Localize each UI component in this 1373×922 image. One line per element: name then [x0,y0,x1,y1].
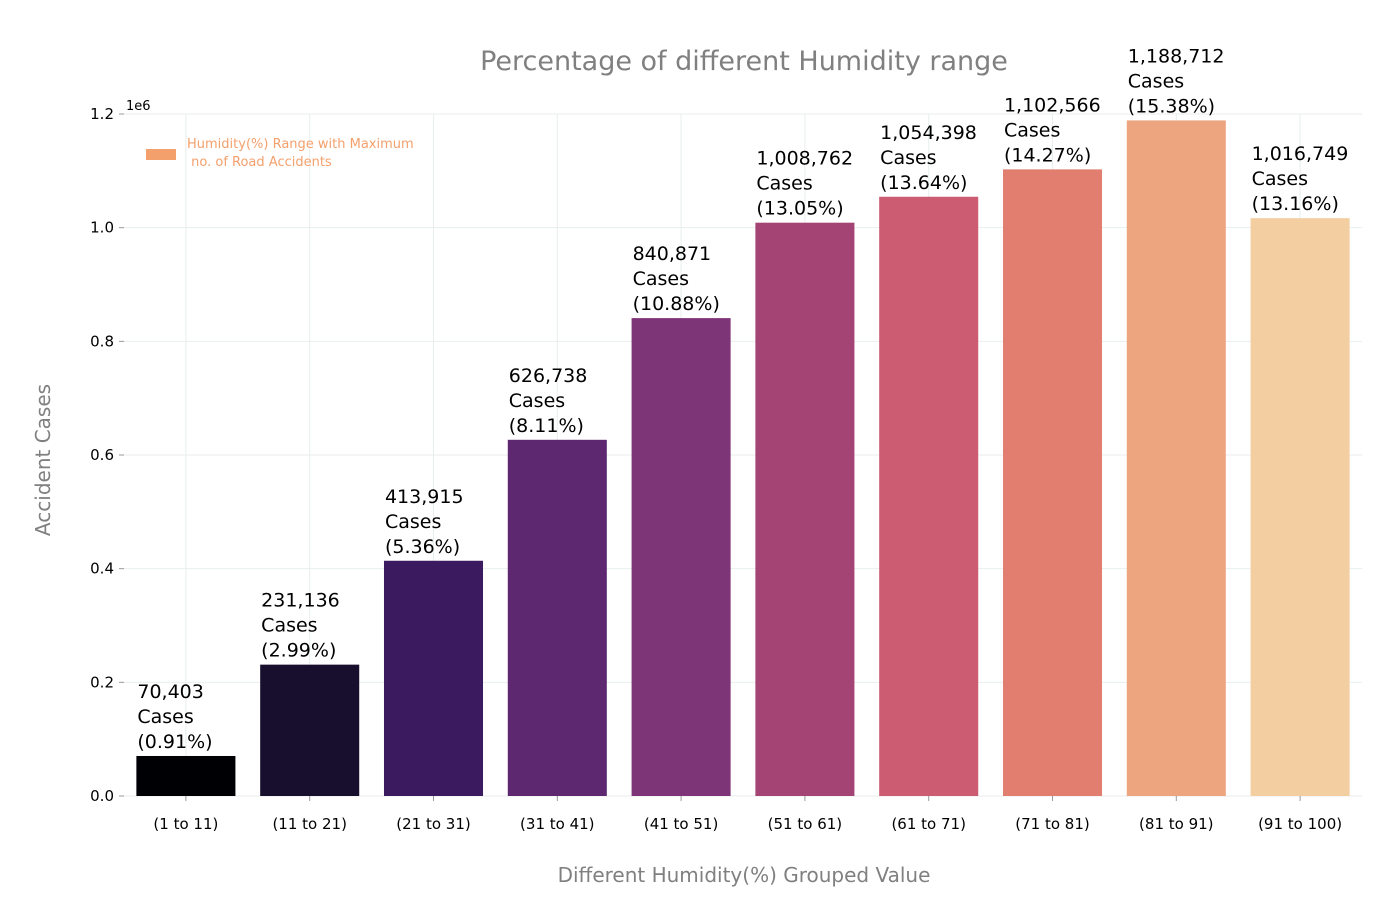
data-label: 1,008,762 [756,148,853,170]
y-tick-label: 0.4 [90,560,114,578]
data-label: 231,136 [261,590,340,612]
data-label: (15.38%) [1128,95,1215,117]
x-tick-label: (81 to 91) [1139,815,1213,833]
bar [507,439,607,796]
data-label: 840,871 [633,243,712,265]
data-label: Cases [1004,119,1060,141]
legend-entry-line-2: no. of Road Accidents [187,155,332,170]
data-label: Cases [385,511,441,533]
data-label: 1,102,566 [1004,94,1101,116]
data-label: Cases [509,390,565,412]
x-tick-label: (51 to 61) [768,815,842,833]
bars [136,120,1350,796]
data-label: 626,738 [509,365,588,387]
y-tick-label: 0.8 [90,332,114,350]
bar [1250,218,1350,796]
data-label: (13.16%) [1252,193,1339,215]
data-label: Cases [756,173,812,195]
bar [260,664,360,796]
y-scale-label: 1e6 [126,99,151,114]
data-label: (13.05%) [756,198,843,220]
bar [879,196,979,796]
x-tick-label: (71 to 81) [1015,815,1089,833]
data-label: (8.11%) [509,415,584,437]
data-label: 1,016,749 [1252,143,1349,165]
bar [755,222,855,796]
chart-title: Percentage of different Humidity range [480,46,1008,77]
legend-swatch [146,149,176,160]
y-tick-label: 0.0 [90,787,114,805]
y-axis-label: Accident Cases [31,384,55,536]
x-tick-label: (91 to 100) [1258,815,1342,833]
legend-entry-line-1: Humidity(%) Range with Maximum [187,137,414,152]
x-tick-label: (21 to 31) [396,815,470,833]
x-tick-label: (1 to 11) [153,815,218,833]
data-label: (10.88%) [633,293,720,315]
data-label: (14.27%) [1004,144,1091,166]
data-label: (5.36%) [385,536,460,558]
data-label: Cases [1128,70,1184,92]
x-tick-label: (31 to 41) [520,815,594,833]
y-tick-label: 0.2 [90,673,114,691]
data-label: 413,915 [385,486,464,508]
data-label: Cases [633,268,689,290]
data-label: (2.99%) [261,640,336,662]
data-label: 70,403 [137,681,203,703]
bar [1002,169,1103,796]
bar [631,318,731,796]
x-axis-label: Different Humidity(%) Grouped Value [558,863,931,887]
data-label: 1,054,398 [880,122,977,144]
x-tick-label: (41 to 51) [644,815,718,833]
y-tick-label: 0.6 [90,446,114,464]
data-label: (0.91%) [137,731,212,753]
data-label: Cases [1252,168,1308,190]
data-label: (13.64%) [880,172,967,194]
bar [1126,120,1226,796]
x-tick-label: (61 to 71) [891,815,965,833]
data-label: 1,188,712 [1128,45,1225,67]
data-labels: 70,403 Cases (0.91%) 231,136 Cases (2.99%) 413… [137,45,1348,753]
data-label: Cases [880,147,936,169]
legend: Humidity(%) Range with Maximum no. of Ro… [146,137,414,170]
bar [383,560,484,796]
data-label: Cases [137,706,193,728]
x-tick-label: (11 to 21) [272,815,346,833]
bar [136,755,236,796]
data-label: Cases [261,615,317,637]
y-tick-label: 1.2 [90,105,114,123]
y-tick-label: 1.0 [90,219,114,237]
axes: 0.0 0.2 0.4 0.6 0.8 1.0 1.2 (1 to 11) (11 to 21)… [90,105,1342,833]
